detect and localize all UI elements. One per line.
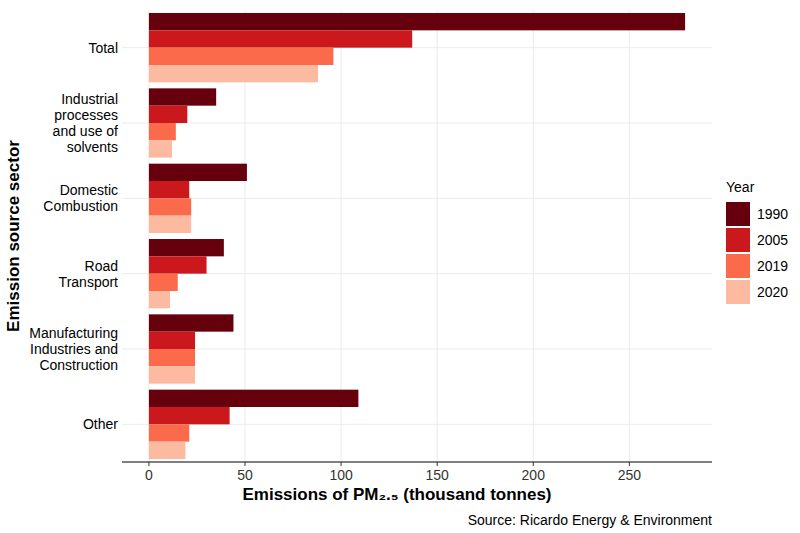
bar — [149, 274, 178, 291]
bar — [149, 442, 186, 459]
x-tick-label: 50 — [237, 467, 253, 483]
x-tick — [341, 462, 342, 466]
legend-key — [726, 228, 750, 252]
y-tick-label: Total — [88, 40, 118, 56]
legend-key — [726, 280, 750, 304]
legend-label: 2005 — [757, 232, 788, 248]
legend-label: 2019 — [757, 258, 788, 274]
x-tick-label: 100 — [329, 467, 353, 483]
grid-line — [629, 10, 630, 462]
chart: 0 50 100 150 200 250 Total Industrialprocessesa… — [0, 0, 800, 533]
y-axis-title: Emission source sector — [4, 140, 23, 332]
bar — [149, 48, 333, 65]
bar — [149, 390, 358, 407]
bar — [149, 88, 216, 105]
y-tick-label: DomesticCombustion — [43, 182, 118, 214]
y-tick-label: Industrialprocessesand use ofsolvents — [53, 91, 118, 155]
legend-label: 2020 — [757, 284, 788, 300]
bar — [149, 332, 195, 349]
bar — [149, 239, 224, 256]
grid-line — [122, 123, 712, 124]
legend-key — [726, 254, 750, 278]
bar — [149, 30, 412, 47]
bar — [149, 424, 189, 441]
bar — [149, 366, 195, 383]
x-tick-label: 0 — [145, 467, 153, 483]
y-tick-label: Other — [83, 416, 118, 432]
x-tick — [629, 462, 630, 466]
legend-title: Year — [726, 179, 755, 195]
grid-line — [122, 198, 712, 199]
bar — [149, 106, 187, 123]
bar — [149, 349, 195, 366]
grid-line — [122, 349, 712, 350]
bar — [149, 140, 172, 157]
legend-label: 1990 — [757, 206, 788, 222]
x-tick-label: 150 — [425, 467, 449, 483]
bars — [149, 13, 685, 459]
x-tick-label: 200 — [522, 467, 546, 483]
x-tick — [437, 462, 438, 466]
x-tick-label: 250 — [618, 467, 642, 483]
bar — [149, 13, 685, 30]
bar — [149, 65, 318, 82]
bar — [149, 181, 189, 198]
bar — [149, 123, 176, 140]
bar — [149, 198, 191, 215]
bar — [149, 256, 207, 273]
caption: Source: Ricardo Energy & Environment — [468, 512, 712, 528]
grid-line — [437, 10, 438, 462]
bar — [149, 407, 230, 424]
bar — [149, 291, 170, 308]
y-tick-label: ManufacturingIndustries andConstruction — [29, 325, 118, 373]
y-tick-label: RoadTransport — [59, 258, 119, 290]
bar — [149, 314, 234, 331]
legend-key — [726, 202, 750, 226]
grid-line — [122, 273, 712, 274]
x-tick — [244, 462, 245, 466]
bar — [149, 164, 247, 181]
grid-line — [533, 10, 534, 462]
x-tick — [148, 462, 149, 466]
x-tick — [533, 462, 534, 466]
bar — [149, 216, 191, 233]
x-axis-title: Emissions of PM₂.₅ (thousand tonnes) — [242, 485, 551, 504]
x-axis-line — [122, 462, 712, 463]
